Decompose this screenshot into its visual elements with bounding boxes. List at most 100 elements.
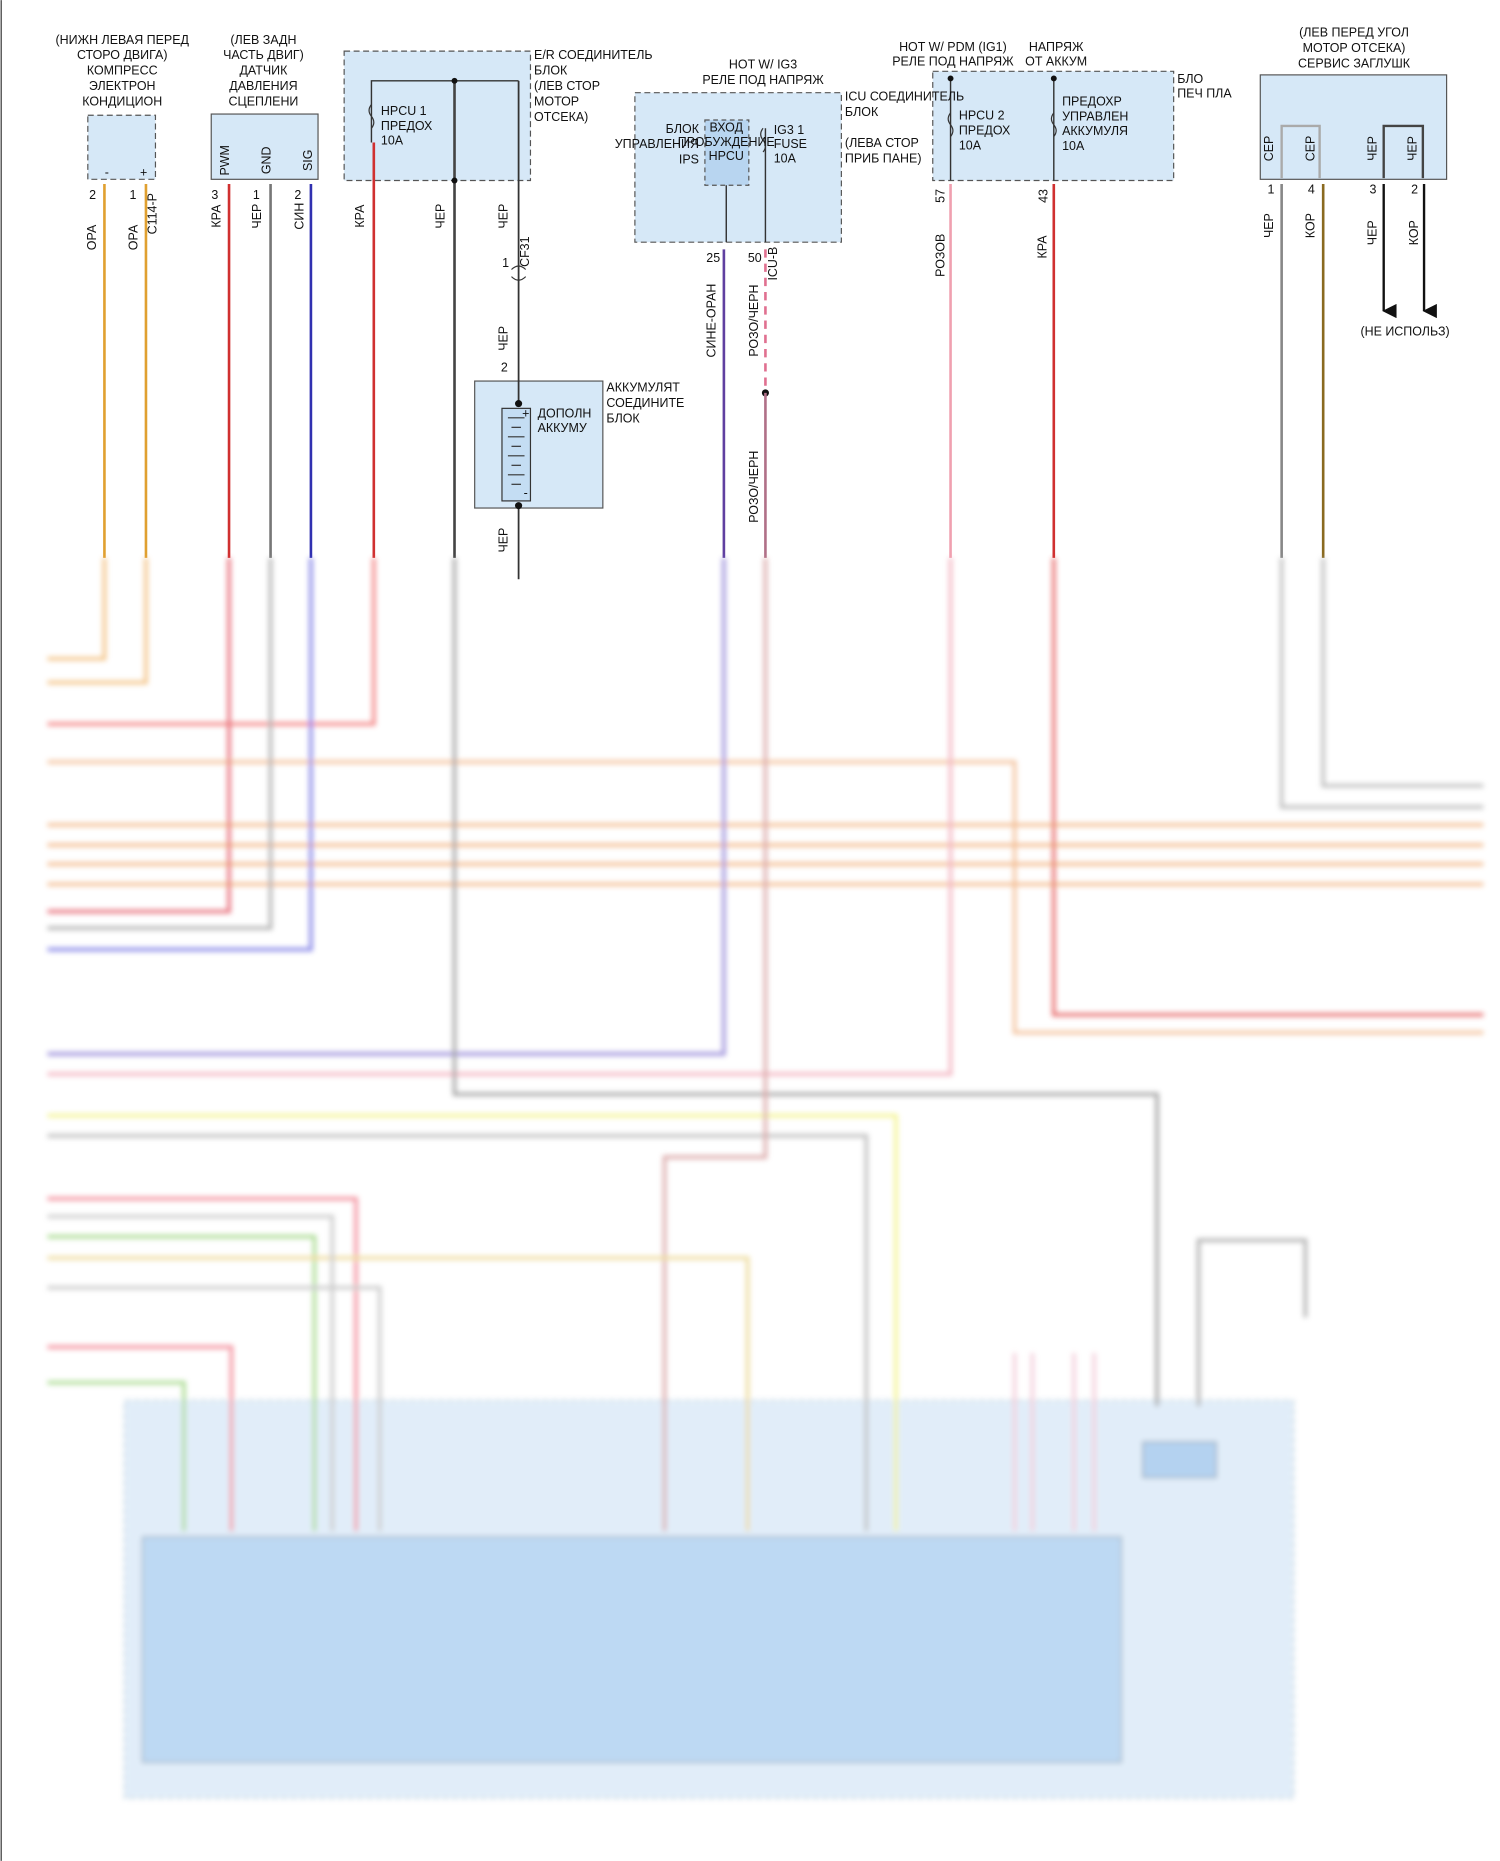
label: SIG: [301, 150, 315, 171]
label: E/R СОЕДИНИТЕЛЬ: [534, 48, 653, 62]
label: HPCU 1: [381, 104, 427, 118]
label: (ЛЕВ СТОР: [534, 79, 600, 93]
label: ПРИБ ПАНЕ): [845, 151, 922, 165]
label: C114-P: [145, 193, 159, 234]
label: СТОРО ДВИГА): [77, 48, 168, 62]
label: КРА: [353, 204, 367, 228]
label: 10A: [959, 138, 982, 152]
label: 1: [502, 256, 509, 270]
label: ПРОБУЖДЕНИЕ: [678, 135, 775, 149]
label: ДАВЛЕНИЯ: [229, 79, 297, 93]
label: 3: [211, 188, 218, 202]
label: ПРЕДОХР: [1062, 94, 1122, 108]
label: АККУМУЛЯТ: [606, 380, 680, 394]
label: ЧЕР: [1406, 136, 1420, 161]
label: РОЗОВ: [933, 234, 947, 277]
label: БЛОК: [534, 64, 568, 78]
label: НАПРЯЖ: [1029, 40, 1084, 54]
label: УПРАВЛЕН: [1062, 109, 1128, 123]
label: КОНДИЦИОН: [82, 94, 162, 108]
label: ПРЕДОХ: [959, 124, 1011, 138]
label: СЦЕПЛЕНИ: [229, 94, 299, 108]
label: СОЕДИНИТЕ: [606, 396, 684, 410]
label: СЕРВИС ЗАГЛУШК: [1298, 56, 1411, 70]
label: (ЛЕВ ПЕРЕД УГОЛ: [1299, 26, 1409, 40]
label: РЕЛЕ ПОД НАПРЯЖ: [702, 73, 824, 87]
label: ВХОД: [710, 121, 744, 135]
blurred-region: [47, 557, 1484, 1799]
label: ЧЕР: [497, 528, 511, 553]
label: +: [140, 166, 147, 180]
label: ЧЕР: [434, 204, 448, 229]
label: СИН: [293, 203, 307, 230]
label: (ЛЕВ ЗАДН: [230, 33, 296, 47]
label: МОТОР ОТСЕКА): [1303, 41, 1406, 55]
label: ЧЕР: [1365, 220, 1379, 245]
label: БЛО: [1177, 72, 1203, 86]
label: АККУМУЛЯ: [1062, 124, 1128, 138]
label: ЧЕР: [1365, 136, 1379, 161]
label: IPS: [679, 153, 699, 167]
label: СИНЕ-ОРАН: [704, 284, 718, 358]
label: -: [524, 486, 528, 500]
label: 43: [1037, 189, 1051, 203]
label: (НИЖН ЛЕВАЯ ПЕРЕД: [55, 33, 189, 47]
label: 2: [501, 360, 508, 374]
label: РОЗО/ЧЕРН: [747, 284, 761, 356]
label: FUSE: [774, 137, 807, 151]
label: ОТСЕКА): [534, 110, 588, 124]
label: ЧЕР: [497, 204, 511, 229]
label: РОЗО/ЧЕРН: [747, 451, 761, 523]
label: ICU СОЕДИНИТЕЛЬ: [845, 90, 964, 104]
label: ЧАСТЬ ДВИГ): [223, 48, 304, 62]
label: 1: [129, 188, 136, 202]
label: (ЛЕВА СТОР: [845, 136, 919, 150]
label: HPCU: [709, 149, 744, 163]
label: КРА: [209, 204, 223, 228]
label: СЕР: [1262, 136, 1276, 162]
label: ОРА: [126, 224, 140, 250]
label: PWM: [218, 145, 232, 175]
label: УПРАВЛЕНИЯ: [615, 137, 699, 151]
label: БЛОК: [606, 411, 640, 425]
label: КОМПРЕСС: [87, 64, 158, 78]
label: 25: [706, 251, 720, 265]
label: 4: [1308, 182, 1315, 196]
label: CF31: [518, 236, 532, 267]
label: БЛОК: [666, 122, 700, 136]
label: IG3 1: [774, 123, 805, 137]
label: 3: [1370, 182, 1377, 196]
label: (НЕ ИСПОЛЬЗ): [1360, 325, 1449, 339]
label: 50: [748, 251, 762, 265]
label: КРА: [1035, 235, 1049, 259]
label: СЕР: [1304, 136, 1318, 162]
label: 2: [294, 188, 301, 202]
label: 10A: [1062, 139, 1085, 153]
label: 57: [933, 189, 947, 203]
label: 2: [1411, 182, 1418, 196]
label: ЧЕР: [250, 204, 264, 229]
label: 1: [1267, 182, 1274, 196]
label: АККУМУ: [538, 421, 587, 435]
label: БЛОК: [845, 105, 879, 119]
label: РЕЛЕ ПОД НАПРЯЖ: [892, 55, 1014, 69]
label: 10A: [774, 151, 797, 165]
label: КОР: [1304, 213, 1318, 238]
label: HOT W/ IG3: [729, 58, 797, 72]
label: ЧЕР: [1262, 213, 1276, 238]
label: ЭЛЕКТРОН: [89, 79, 156, 93]
label: ДОПОЛН: [538, 407, 592, 421]
wires: [103, 75, 1437, 580]
label: КОР: [1407, 220, 1421, 245]
label: ОТ АККУМ: [1025, 55, 1087, 69]
label: HPCU 2: [959, 109, 1005, 123]
label: ОРА: [85, 224, 99, 250]
label: 10A: [381, 134, 404, 148]
label: ICU-B: [766, 247, 780, 281]
label: МОТОР: [534, 94, 579, 108]
label: +: [522, 407, 529, 421]
label: ПЕЧ ПЛА: [1177, 87, 1232, 101]
label: ПРЕДОХ: [381, 119, 433, 133]
label: 1: [253, 188, 260, 202]
